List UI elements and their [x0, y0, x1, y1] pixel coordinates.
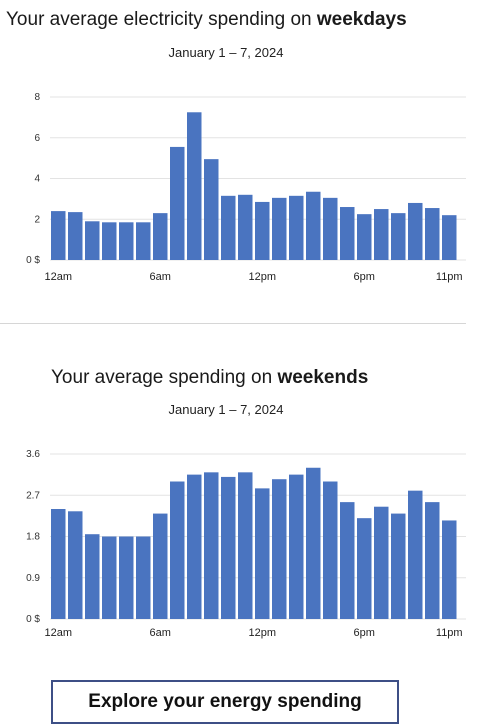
- y-tick-label: 0.9: [26, 573, 40, 584]
- weekends-date-range: January 1 – 7, 2024: [168, 402, 284, 417]
- bar-8pm[interactable]: [391, 213, 406, 260]
- bar-4pm[interactable]: [323, 481, 338, 620]
- bar-10am[interactable]: [221, 476, 236, 619]
- bar-1pm[interactable]: [272, 197, 287, 260]
- bar-7pm[interactable]: [374, 506, 389, 619]
- bar-6am[interactable]: [153, 513, 168, 619]
- y-tick-label: 2: [34, 214, 40, 225]
- bar-9am[interactable]: [204, 472, 219, 619]
- bar-6pm[interactable]: [357, 214, 372, 260]
- bar-9pm[interactable]: [408, 202, 423, 260]
- y-tick-label: 2.7: [26, 490, 40, 501]
- bar-11am[interactable]: [238, 194, 253, 260]
- bar-2am[interactable]: [85, 534, 100, 619]
- weekends-title-bold: weekends: [277, 367, 369, 388]
- bar-12pm[interactable]: [255, 201, 270, 260]
- bar-5pm[interactable]: [340, 502, 355, 619]
- x-tick-label: 12am: [44, 627, 72, 639]
- bar-12pm[interactable]: [255, 488, 270, 619]
- bar-12am[interactable]: [51, 509, 66, 619]
- y-tick-label: 1.8: [26, 532, 40, 543]
- bar-4pm[interactable]: [323, 197, 338, 260]
- x-tick-label: 6pm: [354, 627, 375, 639]
- bar-9am[interactable]: [204, 159, 219, 260]
- bar-5am[interactable]: [136, 222, 151, 260]
- x-tick-label: 11pm: [436, 627, 463, 639]
- bar-10am[interactable]: [221, 195, 236, 260]
- weekdays-date-range: January 1 – 7, 2024: [168, 45, 284, 60]
- bar-1am[interactable]: [68, 212, 83, 260]
- bar-3am[interactable]: [102, 536, 117, 620]
- bar-11pm[interactable]: [442, 215, 457, 260]
- y-tick-label: 8: [34, 92, 40, 103]
- y-tick-label: 0 $: [26, 614, 40, 625]
- explore-energy-spending-button[interactable]: Explore your energy spending: [51, 680, 399, 724]
- y-tick-label: 6: [34, 133, 40, 144]
- bar-4am[interactable]: [119, 222, 134, 260]
- weekends-bar-chart: 0 $ 0.9 1.8 2.7 3.6 12am 6am 12pm 6pm 11pm: [26, 449, 466, 639]
- bar-10pm[interactable]: [425, 208, 440, 260]
- weekdays-bar-chart: 0 $ 2 4 6 8 12am 6am 12pm 6pm 11pm: [26, 92, 466, 283]
- x-tick-label: 11pm: [436, 271, 463, 283]
- bar-8am[interactable]: [187, 474, 202, 619]
- weekdays-title-prefix: Your average electricity spending on: [6, 9, 317, 30]
- bar-3am[interactable]: [102, 222, 117, 260]
- section-divider: [0, 323, 466, 324]
- bar-2am[interactable]: [85, 221, 100, 260]
- weekends-chart-title: Your average spending on weekends: [51, 367, 368, 389]
- x-tick-label: 6am: [150, 271, 171, 283]
- bar-3pm[interactable]: [306, 191, 321, 260]
- y-tick-label: 0 $: [26, 255, 40, 266]
- bar-7am[interactable]: [170, 146, 185, 260]
- weekends-title-prefix: Your average spending on: [51, 367, 278, 388]
- x-tick-label: 6pm: [354, 271, 375, 283]
- bar-11am[interactable]: [238, 472, 253, 619]
- bar-2pm[interactable]: [289, 195, 304, 260]
- x-tick-label: 12pm: [248, 271, 276, 283]
- x-tick-label: 12pm: [248, 627, 276, 639]
- bar-7pm[interactable]: [374, 209, 389, 260]
- bar-5pm[interactable]: [340, 207, 355, 260]
- bar-6am[interactable]: [153, 213, 168, 260]
- weekdays-title-bold: weekdays: [316, 9, 407, 30]
- bar-1am[interactable]: [68, 511, 83, 619]
- bar-2pm[interactable]: [289, 474, 304, 619]
- weekdays-chart-title: Your average electricity spending on wee…: [6, 9, 407, 31]
- bar-7am[interactable]: [170, 481, 185, 620]
- bar-3pm[interactable]: [306, 467, 321, 619]
- y-tick-label: 3.6: [26, 449, 40, 460]
- x-tick-label: 12am: [44, 271, 72, 283]
- bar-8pm[interactable]: [391, 513, 406, 619]
- bar-9pm[interactable]: [408, 490, 423, 619]
- bar-12am[interactable]: [51, 211, 66, 260]
- y-tick-label: 4: [34, 174, 40, 185]
- x-tick-label: 6am: [150, 627, 171, 639]
- bar-1pm[interactable]: [272, 479, 287, 619]
- bar-6pm[interactable]: [357, 518, 372, 619]
- bar-5am[interactable]: [136, 536, 151, 620]
- bar-4am[interactable]: [119, 536, 134, 620]
- bar-8am[interactable]: [187, 112, 202, 260]
- bar-11pm[interactable]: [442, 520, 457, 619]
- bar-10pm[interactable]: [425, 502, 440, 619]
